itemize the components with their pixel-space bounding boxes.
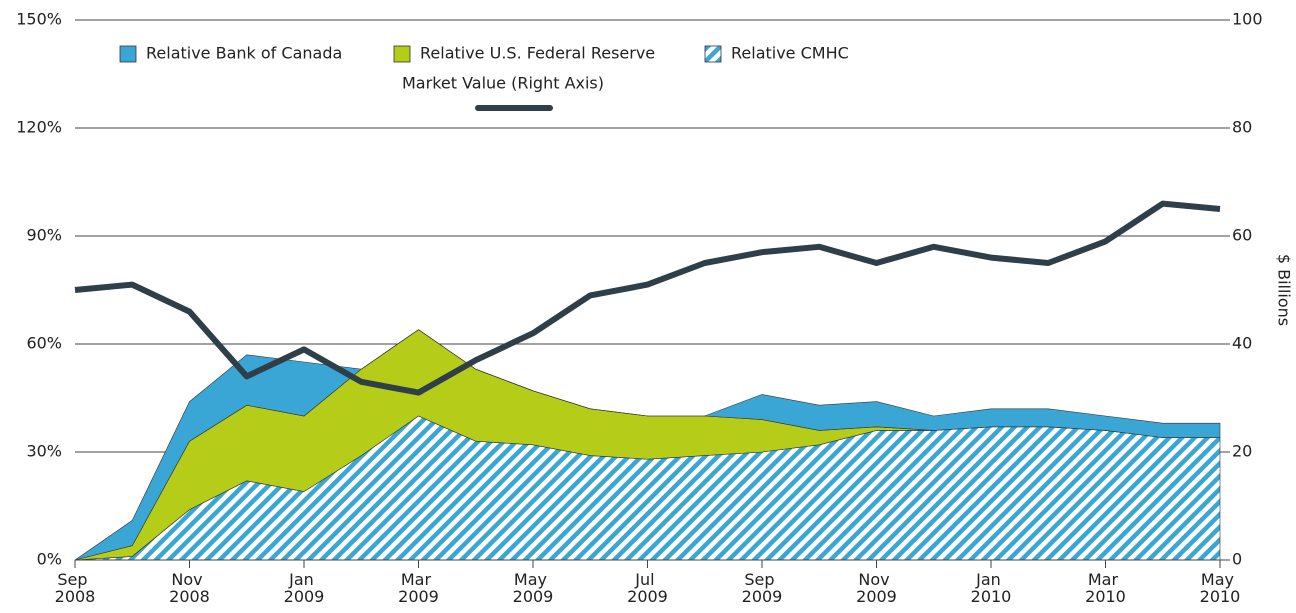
y2-tick-label: 80 — [1232, 118, 1252, 137]
legend-label: Relative Bank of Canada — [146, 44, 342, 63]
x-tick-label: Jan 2009 — [284, 570, 325, 606]
x-tick-label: Sep 2009 — [742, 570, 783, 606]
x-tick-label: Mar 2010 — [1085, 570, 1126, 606]
y-tick-label: 90% — [26, 226, 62, 245]
x-tick-label: May 2009 — [513, 570, 554, 606]
y-tick-label: 30% — [26, 442, 62, 461]
legend-swatch — [393, 45, 411, 63]
y2-tick-label: 100 — [1232, 10, 1263, 29]
y-tick-label: 150% — [16, 10, 62, 29]
y2-axis-label: $ Billions — [1275, 254, 1294, 326]
legend-label: Market Value (Right Axis) — [402, 74, 604, 93]
y2-tick-label: 20 — [1232, 442, 1252, 461]
x-tick-label: Sep 2008 — [55, 570, 96, 606]
x-tick-label: Nov 2009 — [856, 570, 897, 606]
legend-swatch — [704, 45, 722, 63]
legend-label: Relative U.S. Federal Reserve — [420, 44, 655, 63]
y-tick-label: 60% — [26, 334, 62, 353]
line — [74, 200, 1221, 396]
x-tick-label: Mar 2009 — [398, 570, 439, 606]
y-tick-label: 0% — [37, 550, 62, 569]
y-tick-label: 120% — [16, 118, 62, 137]
y2-tick-label: 60 — [1232, 226, 1252, 245]
x-tick-label: May 2010 — [1200, 570, 1241, 606]
legend-swatch — [119, 45, 137, 63]
x-tick-label: Jan 2010 — [971, 570, 1012, 606]
x-tick-label: Nov 2008 — [169, 570, 210, 606]
legend-label: Relative CMHC — [731, 44, 849, 63]
y2-tick-label: 40 — [1232, 334, 1252, 353]
y2-tick-label: 0 — [1232, 550, 1242, 569]
x-tick-label: Jul 2009 — [627, 570, 668, 606]
